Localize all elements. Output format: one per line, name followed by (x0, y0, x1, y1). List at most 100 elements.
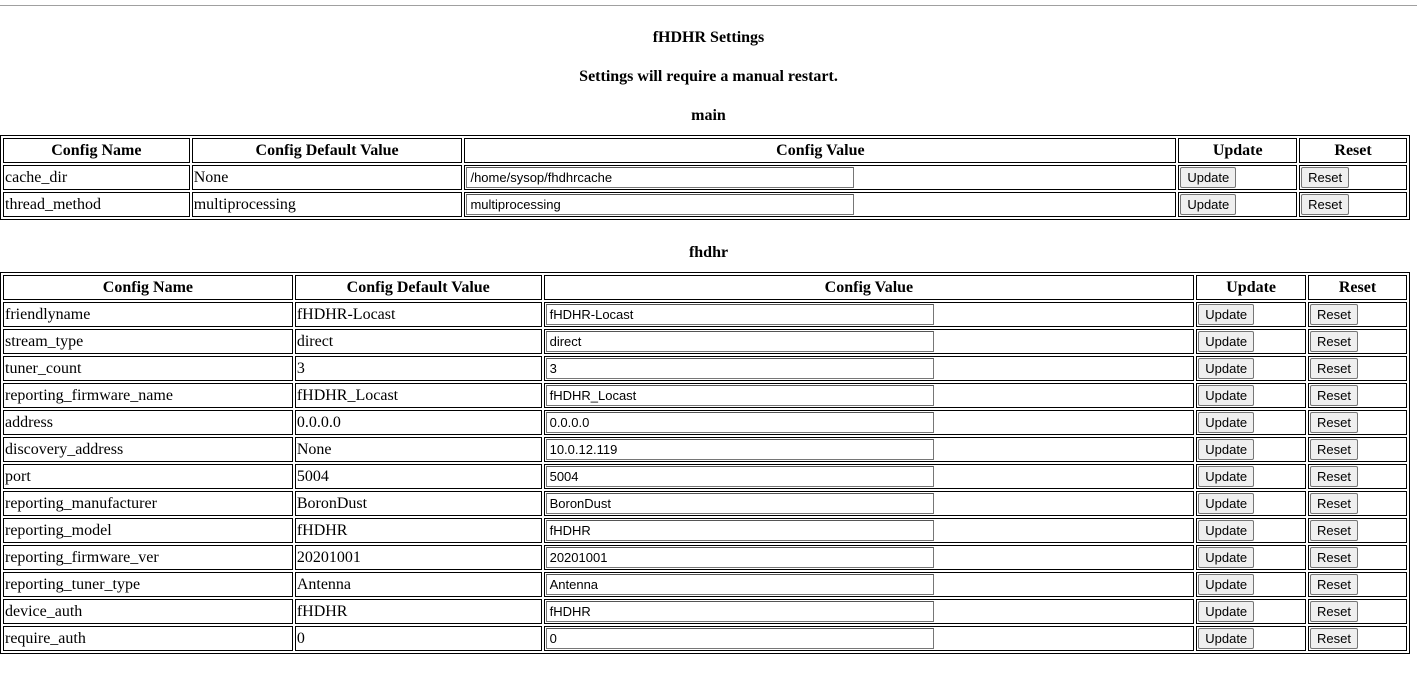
update-button[interactable]: Update (1198, 331, 1255, 352)
reset-button[interactable]: Reset (1310, 547, 1358, 568)
config-value-input[interactable]: Antenna (545, 574, 934, 595)
config-value-input[interactable]: 20201001 (545, 547, 934, 568)
reset-button[interactable]: Reset (1310, 358, 1358, 379)
config-value-cell: fHDHR (543, 599, 1195, 624)
config-default-value: None (191, 165, 463, 190)
reset-cell: Reset (1308, 302, 1407, 327)
reset-cell: Reset (1308, 356, 1407, 381)
config-value-input[interactable]: 5004 (545, 466, 934, 487)
reset-button[interactable]: Reset (1310, 439, 1358, 460)
table-row: device_auth fHDHR fHDHR Update Reset (3, 599, 1407, 624)
reset-cell: Reset (1308, 383, 1407, 408)
header-config-default: Config Default Value (191, 138, 463, 163)
header-config-name: Config Name (3, 275, 293, 300)
update-cell: Update (1196, 356, 1307, 381)
header-config-value: Config Value (464, 138, 1177, 163)
update-button[interactable]: Update (1198, 520, 1255, 541)
config-default-value: fHDHR (294, 599, 542, 624)
update-cell: Update (1196, 383, 1307, 408)
config-default-value: 0.0.0.0 (294, 410, 542, 435)
reset-cell: Reset (1308, 329, 1407, 354)
update-cell: Update (1196, 599, 1307, 624)
update-button[interactable]: Update (1198, 439, 1255, 460)
config-value-input[interactable]: fHDHR (545, 520, 934, 541)
reset-cell: Reset (1308, 491, 1407, 516)
update-button[interactable]: Update (1198, 628, 1255, 649)
config-value-cell: fHDHR_Locast (543, 383, 1195, 408)
reset-button[interactable]: Reset (1310, 601, 1358, 622)
config-value-input[interactable]: 0.0.0.0 (545, 412, 934, 433)
update-cell: Update (1196, 302, 1307, 327)
config-name: require_auth (3, 626, 293, 651)
reset-button[interactable]: Reset (1301, 194, 1350, 215)
table-row: friendlyname fHDHR-Locast fHDHR-Locast Upda… (3, 302, 1407, 327)
update-button[interactable]: Update (1198, 304, 1255, 325)
reset-button[interactable]: Reset (1310, 412, 1358, 433)
update-button[interactable]: Update (1198, 493, 1255, 514)
update-button[interactable]: Update (1198, 385, 1255, 406)
table-row: address 0.0.0.0 0.0.0.0 Update Reset (3, 410, 1407, 435)
config-default-value: direct (294, 329, 542, 354)
config-name: stream_type (3, 329, 293, 354)
config-value-input[interactable]: 10.0.12.119 (545, 439, 934, 460)
config-value-input[interactable]: fHDHR-Locast (545, 304, 934, 325)
reset-button[interactable]: Reset (1310, 331, 1358, 352)
header-config-name: Config Name (3, 138, 190, 163)
reset-cell: Reset (1308, 626, 1407, 651)
update-cell: Update (1196, 572, 1307, 597)
top-divider (0, 5, 1417, 6)
reset-button[interactable]: Reset (1310, 520, 1358, 541)
reset-button[interactable]: Reset (1301, 167, 1350, 188)
config-default-value: 3 (294, 356, 542, 381)
reset-button[interactable]: Reset (1310, 385, 1358, 406)
config-value-input[interactable]: fHDHR (545, 601, 934, 622)
config-name: cache_dir (3, 165, 190, 190)
update-cell: Update (1178, 192, 1298, 217)
config-value-input[interactable]: 3 (545, 358, 934, 379)
config-value-input[interactable]: fHDHR_Locast (545, 385, 934, 406)
config-value-input[interactable]: /home/sysop/fhdhrcache (466, 167, 855, 188)
header-update: Update (1178, 138, 1298, 163)
config-value-input[interactable]: 0 (545, 628, 934, 649)
update-cell: Update (1196, 626, 1307, 651)
reset-cell: Reset (1299, 192, 1407, 217)
config-name: reporting_manufacturer (3, 491, 293, 516)
reset-button[interactable]: Reset (1310, 574, 1358, 595)
config-name: thread_method (3, 192, 190, 217)
table-row: discovery_address None 10.0.12.119 Update Re… (3, 437, 1407, 462)
config-default-value: 0 (294, 626, 542, 651)
config-value-cell: 10.0.12.119 (543, 437, 1195, 462)
table-row: thread_method multiprocessing multiprocess… (3, 192, 1407, 217)
reset-button[interactable]: Reset (1310, 628, 1358, 649)
config-value-cell: 3 (543, 356, 1195, 381)
update-cell: Update (1196, 464, 1307, 489)
update-button[interactable]: Update (1180, 194, 1237, 215)
reset-button[interactable]: Reset (1310, 466, 1358, 487)
config-value-cell: fHDHR-Locast (543, 302, 1195, 327)
reset-button[interactable]: Reset (1310, 304, 1358, 325)
update-button[interactable]: Update (1198, 358, 1255, 379)
config-default-value: fHDHR_Locast (294, 383, 542, 408)
update-button[interactable]: Update (1198, 412, 1255, 433)
config-name: device_auth (3, 599, 293, 624)
table-row: reporting_tuner_type Antenna Antenna Update… (3, 572, 1407, 597)
restart-notice: Settings will require a manual restart. (579, 68, 838, 85)
config-value-cell: 5004 (543, 464, 1195, 489)
config-name: tuner_count (3, 356, 293, 381)
update-button[interactable]: Update (1198, 574, 1255, 595)
config-name: reporting_tuner_type (3, 572, 293, 597)
config-value-input[interactable]: direct (545, 331, 934, 352)
config-value-input[interactable]: multiprocessing (466, 194, 855, 215)
reset-button[interactable]: Reset (1310, 493, 1358, 514)
update-button[interactable]: Update (1180, 167, 1237, 188)
table-row: port 5004 5004 Update Reset (3, 464, 1407, 489)
reset-cell: Reset (1308, 518, 1407, 543)
config-value-cell: Antenna (543, 572, 1195, 597)
table-row: reporting_manufacturer BoronDust BoronDust… (3, 491, 1407, 516)
config-default-value: BoronDust (294, 491, 542, 516)
reset-cell: Reset (1308, 410, 1407, 435)
update-button[interactable]: Update (1198, 466, 1255, 487)
update-button[interactable]: Update (1198, 601, 1255, 622)
update-button[interactable]: Update (1198, 547, 1255, 568)
config-value-input[interactable]: BoronDust (545, 493, 934, 514)
